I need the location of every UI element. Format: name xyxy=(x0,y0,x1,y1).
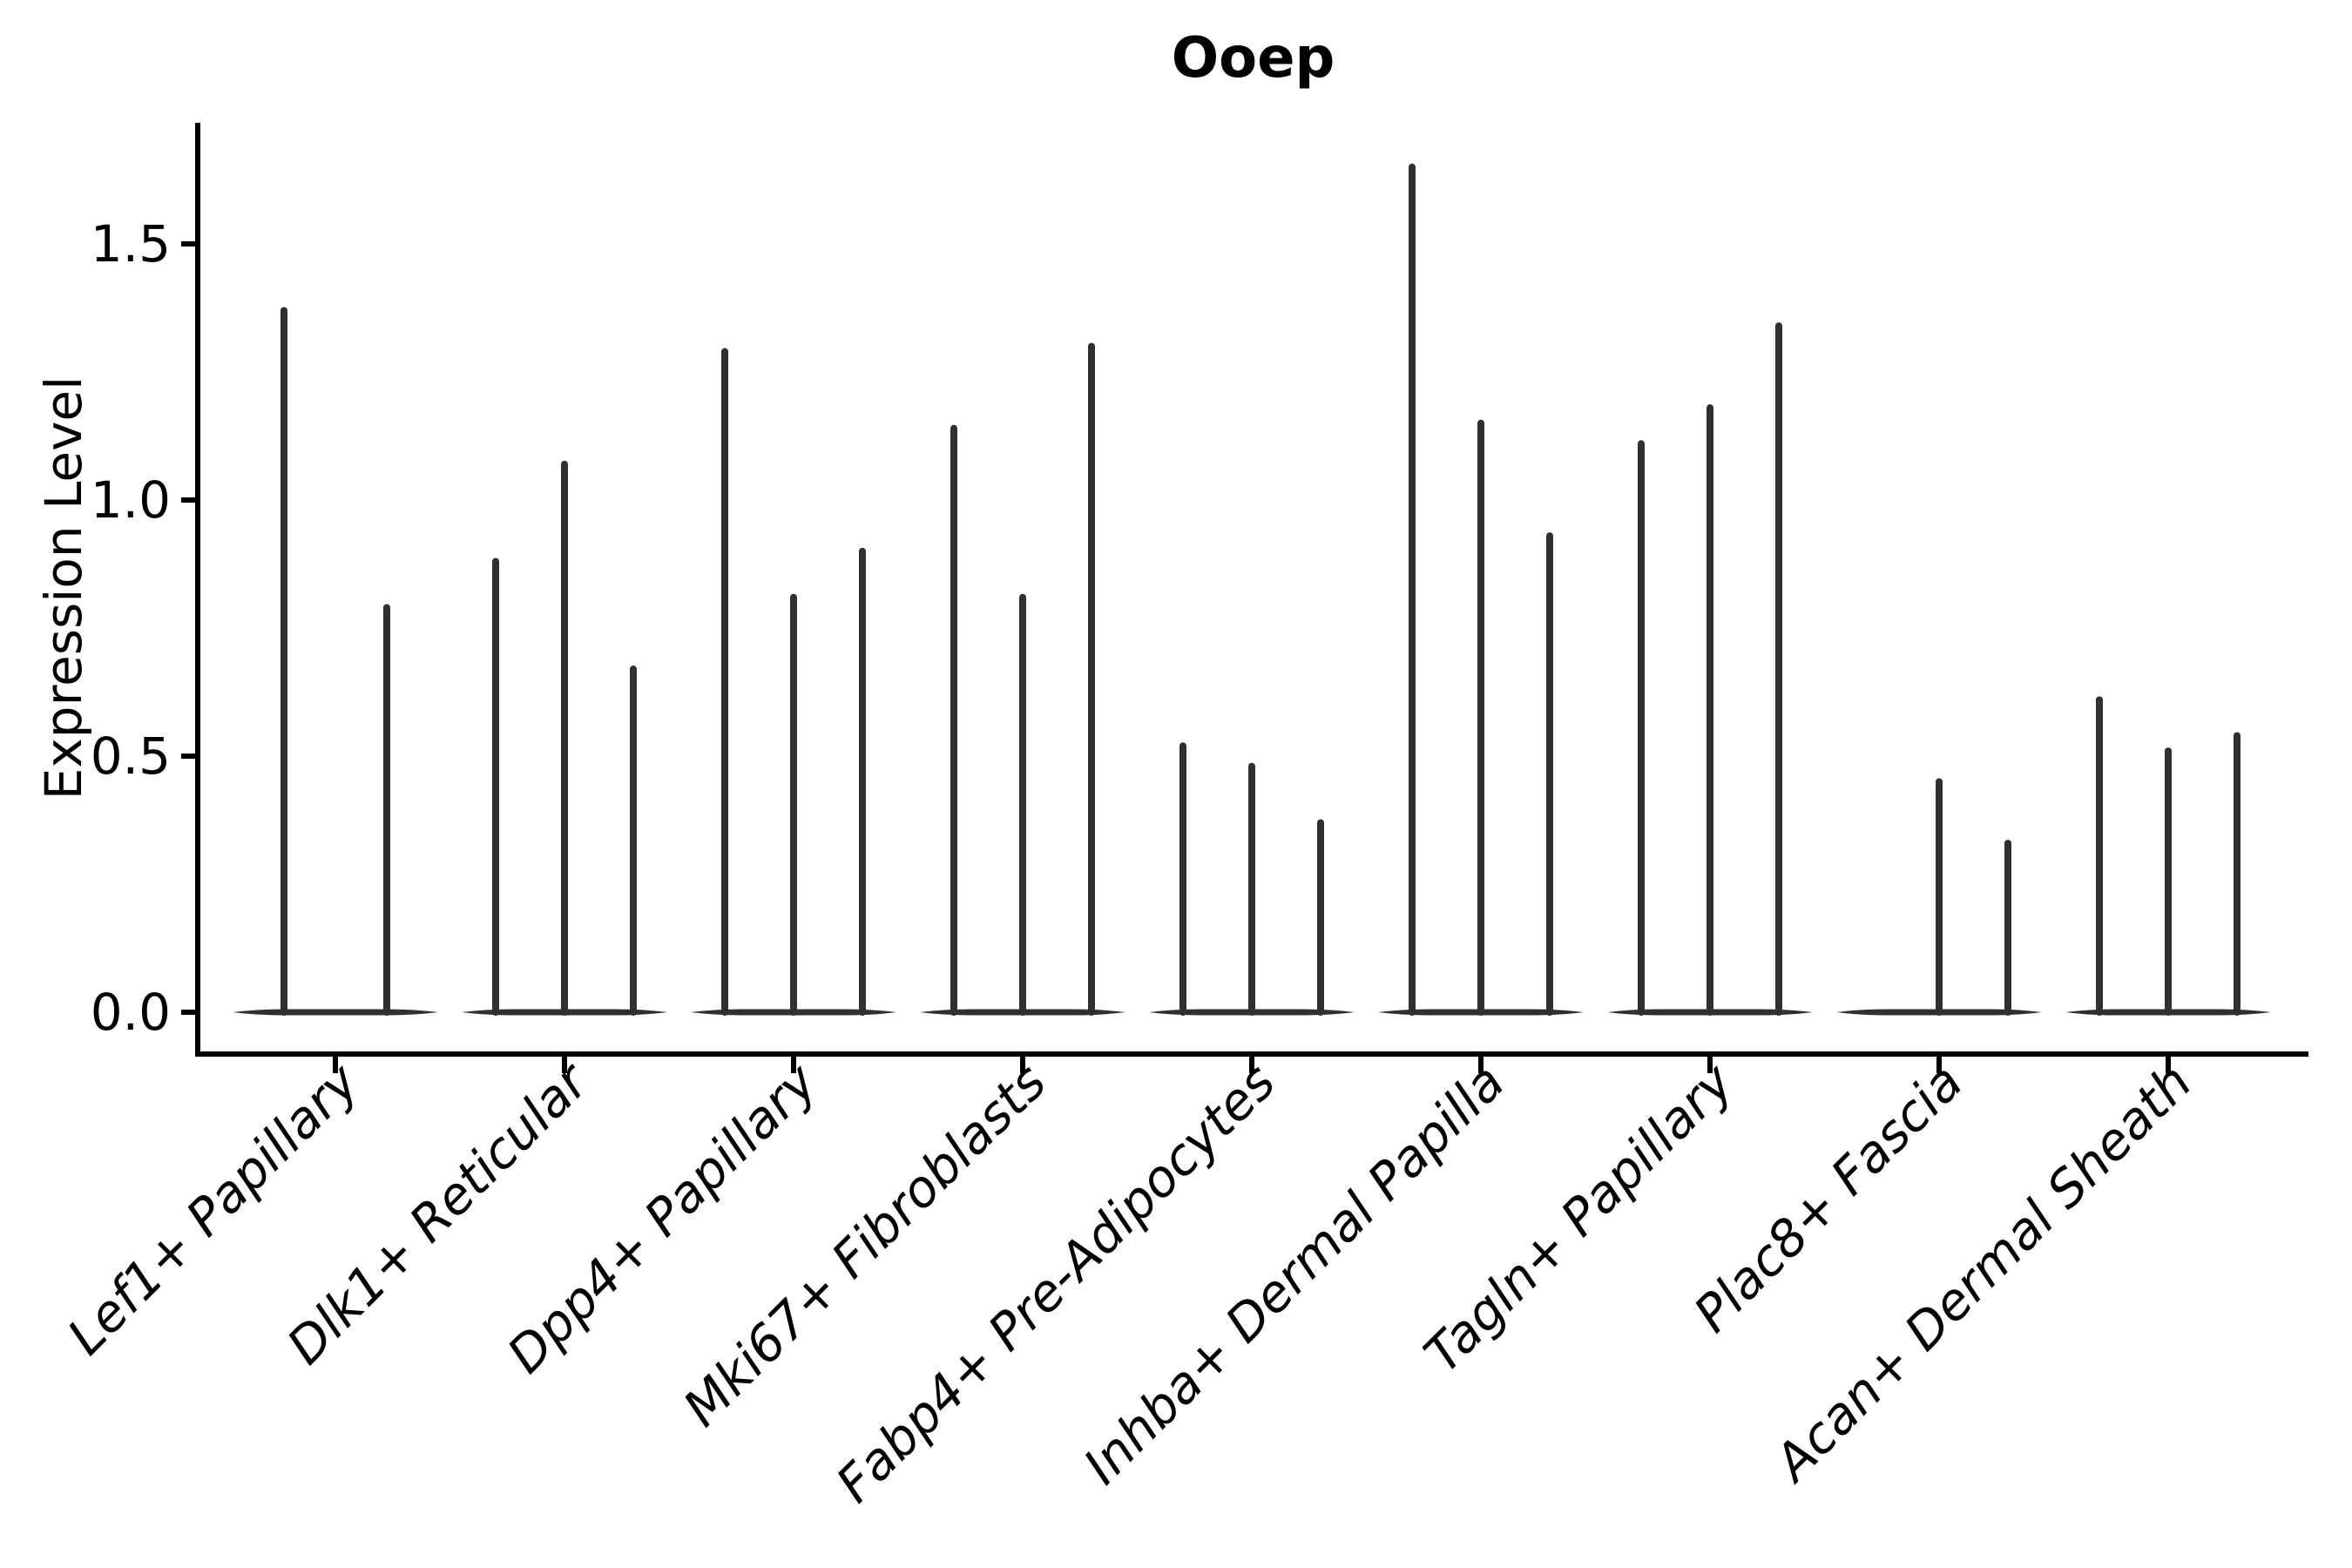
y-tick-label: 1.5 xyxy=(91,214,171,274)
y-tick-label: 1.0 xyxy=(91,470,171,530)
category-tick-label: Inhba+ Dermal Papilla xyxy=(1072,1052,1516,1496)
category-tick-label: Fabp4+ Pre-Adipocytes xyxy=(825,1052,1287,1514)
violin-body xyxy=(233,1009,438,1016)
y-tick-label: 0.5 xyxy=(91,727,171,786)
category-tick-label: Acan+ Dermal Sheath xyxy=(1761,1052,2203,1495)
chart-title: Ooep xyxy=(1171,26,1335,91)
y-tick-label: 0.0 xyxy=(91,983,171,1042)
